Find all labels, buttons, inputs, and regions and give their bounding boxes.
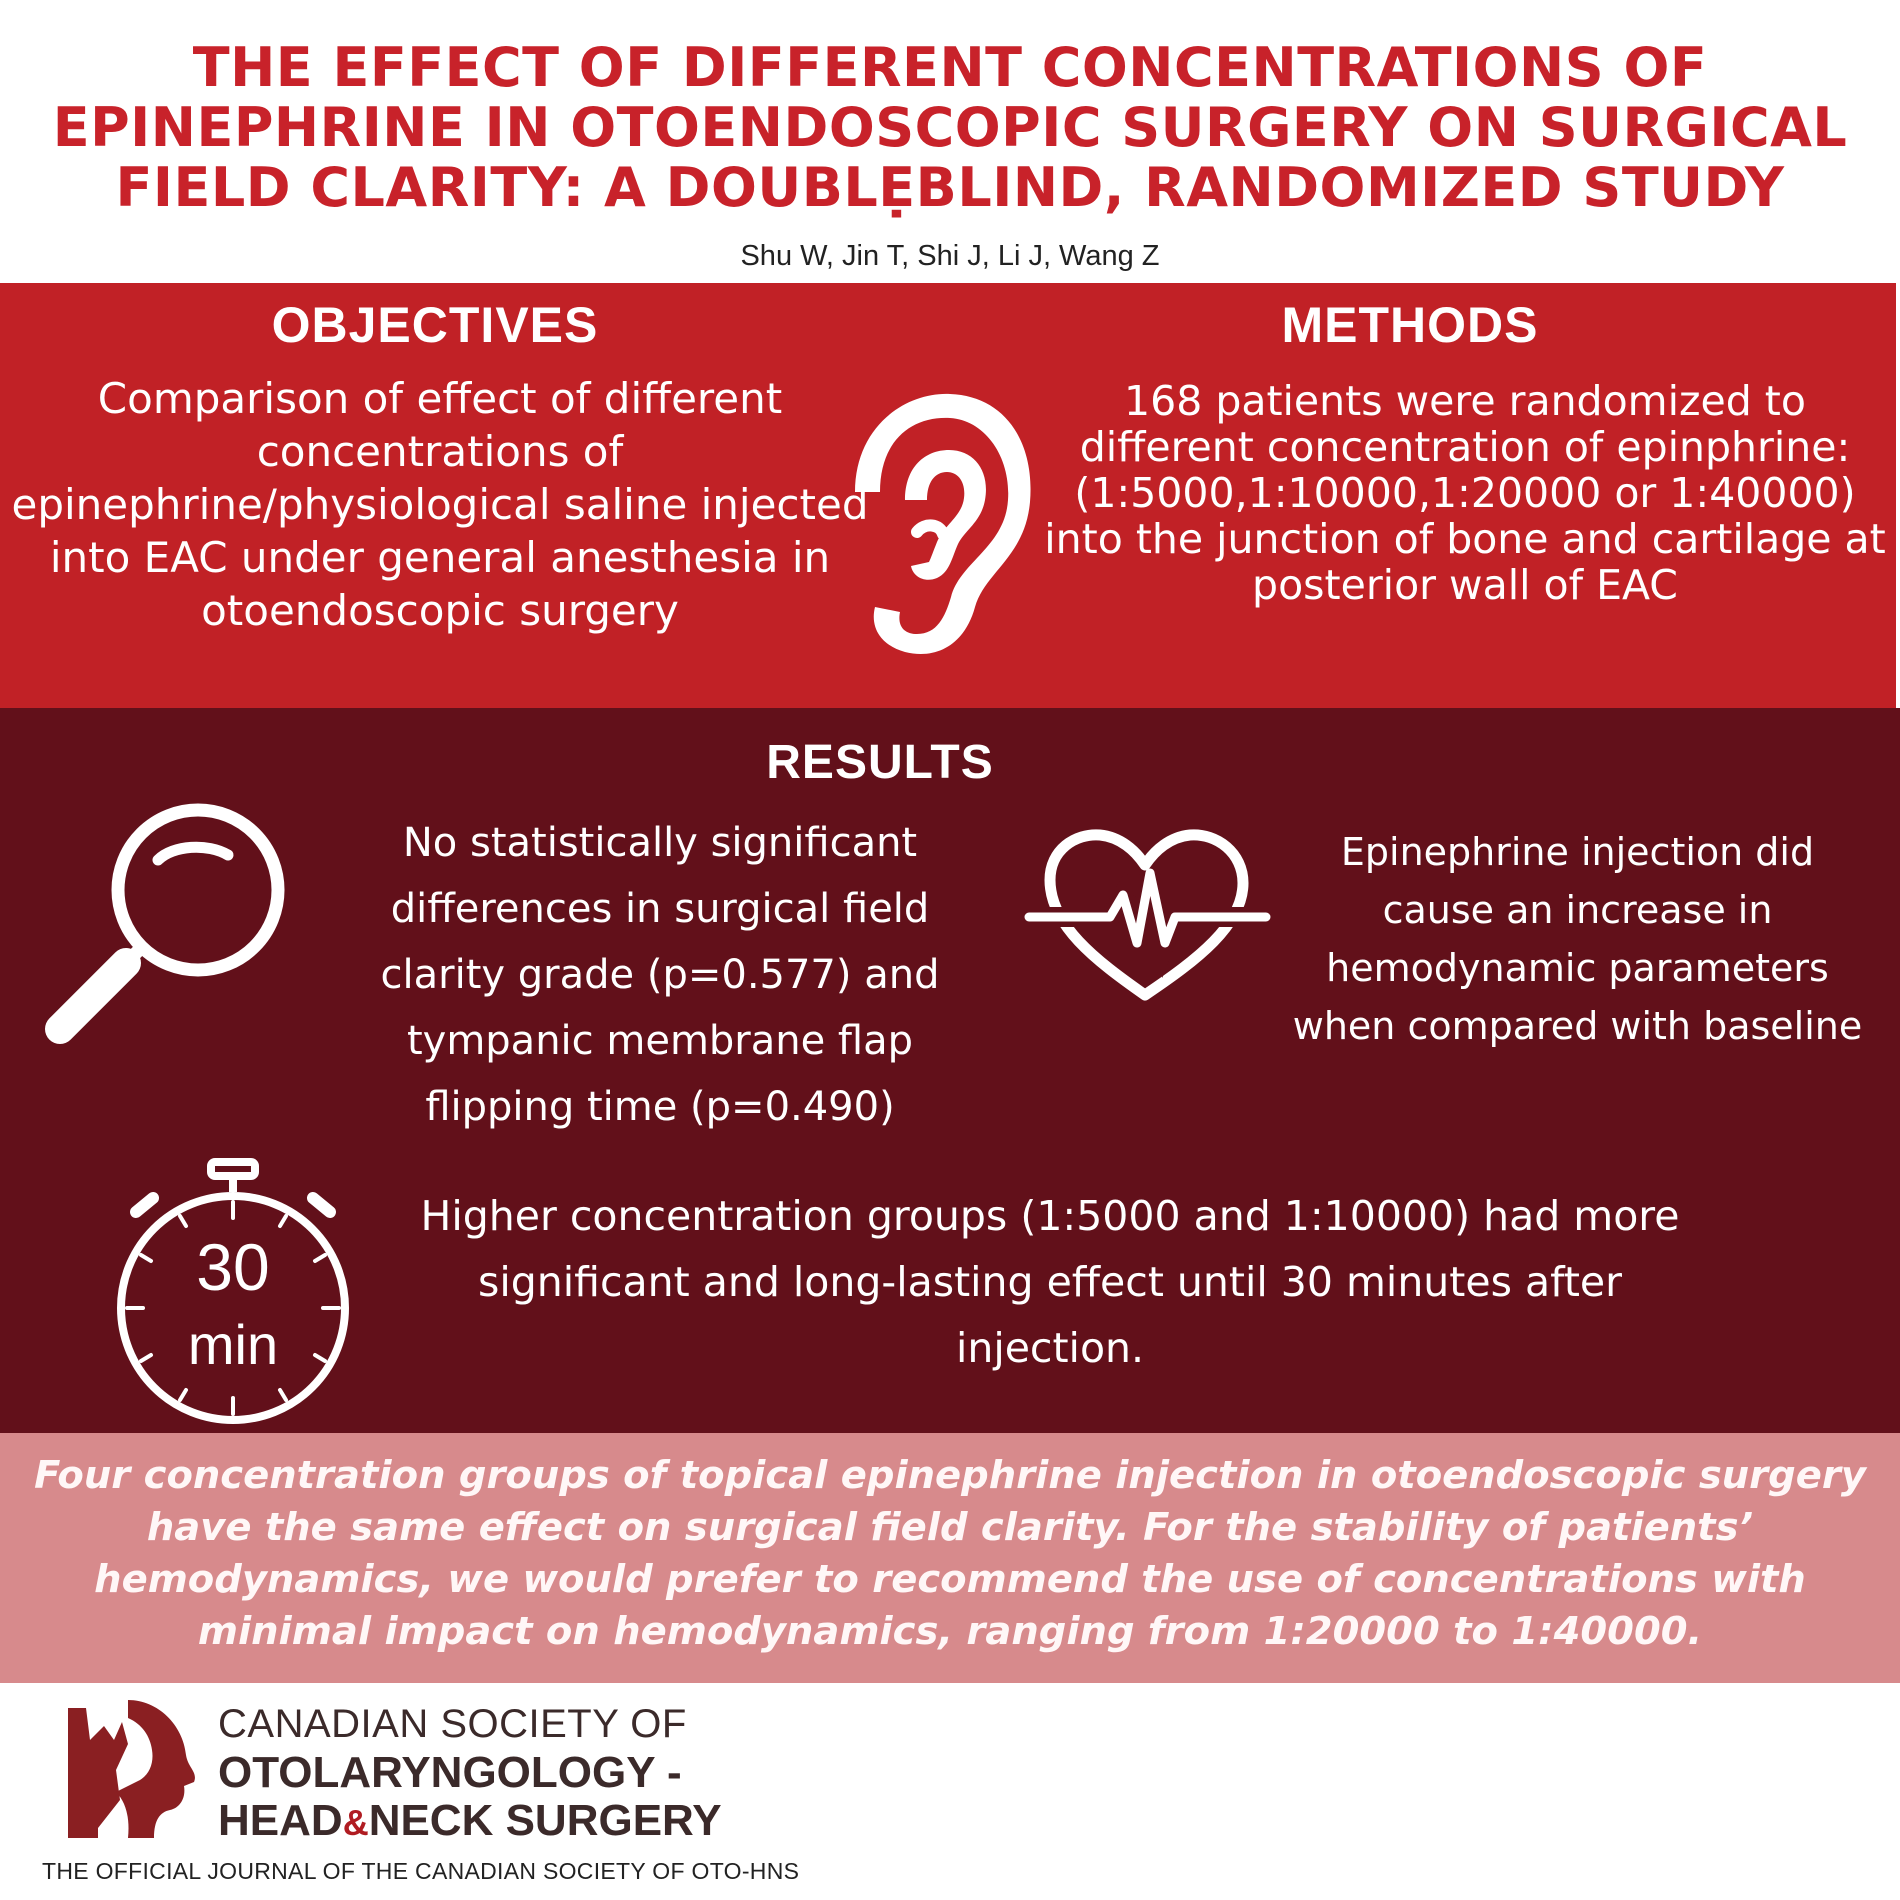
authors: Shu W, Jin T, Shi J, Li J, Wang Z xyxy=(740,240,1160,272)
ear-icon xyxy=(855,393,1031,655)
objectives-text: Comparison of effect of different concen… xyxy=(11,374,869,635)
result-finding-clarity: No statistically significant differences… xyxy=(380,820,940,1130)
org-name-line-2: OTOLARYNGOLOGY - xyxy=(218,1748,682,1797)
results-heading: RESULTS xyxy=(766,736,994,789)
timer-unit: min xyxy=(188,1313,278,1376)
methods-heading: METHODS xyxy=(1281,297,1539,353)
society-logo xyxy=(68,1700,195,1838)
org-name-ampersand: & xyxy=(342,1802,369,1843)
journal-tagline: THE OFFICIAL JOURNAL OF THE CANADIAN SOC… xyxy=(42,1858,800,1884)
timer-value: 30 xyxy=(196,1230,269,1304)
conclusion-text: Four concentration groups of topical epi… xyxy=(34,1453,1866,1654)
org-name-line-1: CANADIAN SOCIETY OF xyxy=(218,1702,687,1746)
org-name-head: HEAD xyxy=(218,1796,343,1845)
title-line-3: FIELD CLARITY: A DOUBLẸBLIND, RANDOMIZE… xyxy=(115,156,1785,219)
methods-text: 168 patients were randomized to differen… xyxy=(1044,377,1886,609)
magnifier-icon xyxy=(45,803,285,1044)
objectives-heading: OBJECTIVES xyxy=(271,297,599,353)
heartbeat-icon xyxy=(1024,829,1271,1001)
title-line-2: EPINEPHRINE IN OTOENDOSCOPIC SURGERY ON … xyxy=(52,96,1848,159)
title-line-1: THE EFFECT OF DIFFERENT CONCENTRATIONS O… xyxy=(192,36,1708,99)
stopwatch-icon: 30 min xyxy=(117,1158,349,1424)
org-name-neck-surgery: NECK SURGERY xyxy=(368,1796,722,1845)
result-finding-hemodynamics: Epinephrine injection did cause an incre… xyxy=(1292,830,1863,1048)
org-name-line-3: HEAD&NECK SURGERY xyxy=(218,1796,722,1846)
result-finding-duration: Higher concentration groups (1:5000 and … xyxy=(420,1192,1680,1372)
results-band xyxy=(0,708,1900,1433)
conclusion-band xyxy=(0,1433,1900,1683)
page-title: THE EFFECT OF DIFFERENT CONCENTRATIONS O… xyxy=(0,38,1900,218)
